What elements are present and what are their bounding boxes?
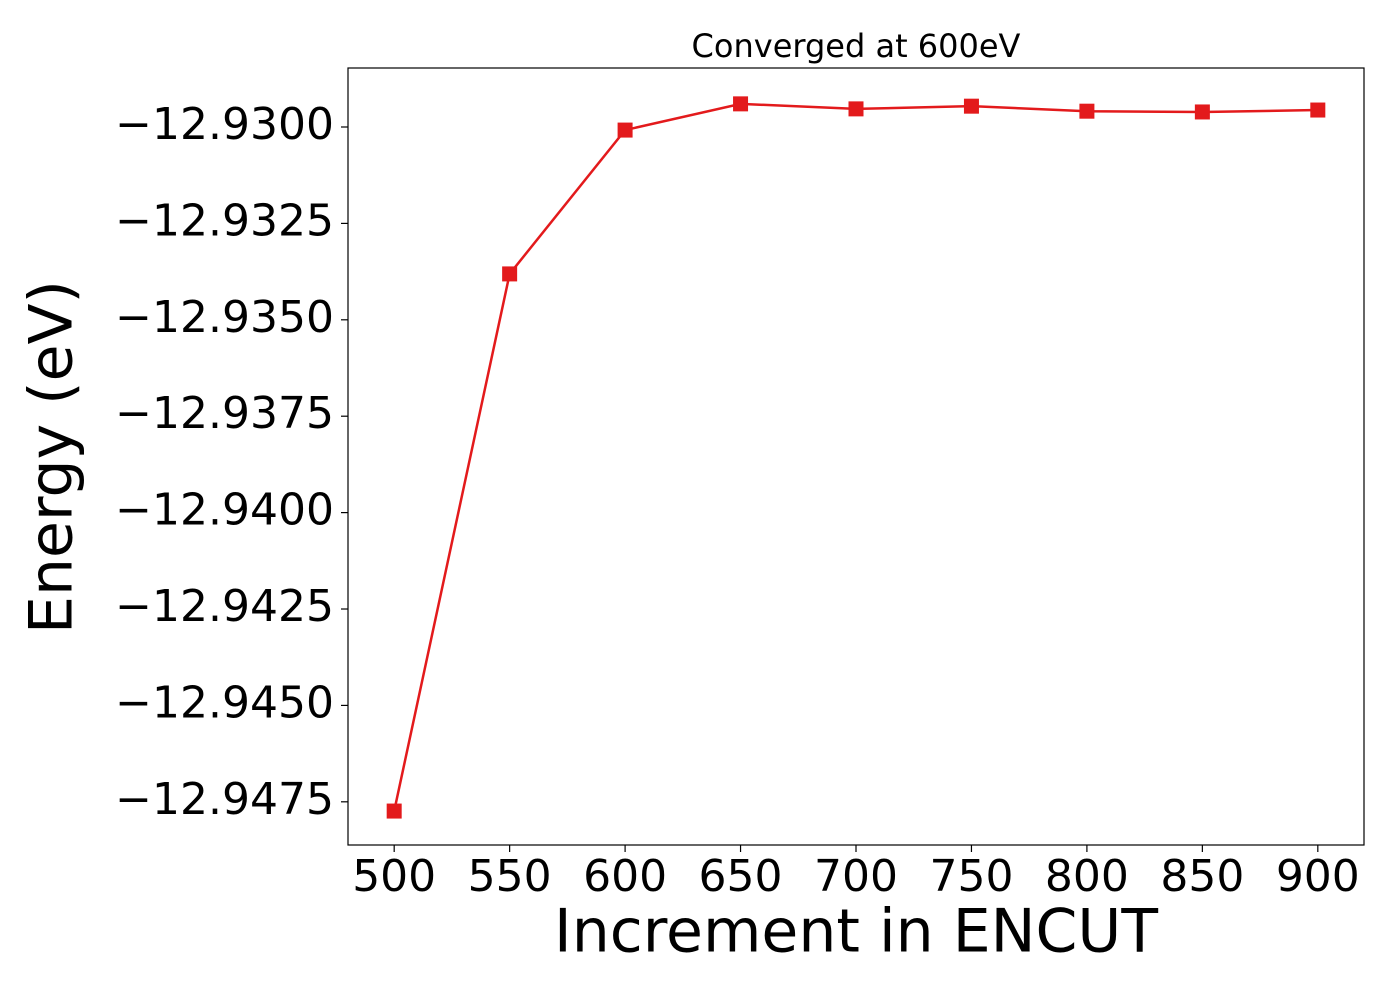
x-tick-label: 700 [814,851,898,902]
x-tick-label: 900 [1276,851,1360,902]
x-tick-label: 550 [468,851,552,902]
y-axis-label: Energy (eV) [17,280,87,634]
marker [848,101,864,117]
y-tick-label: −12.9400 [115,485,334,536]
x-tick-label: 600 [583,851,667,902]
x-axis-label: Increment in ENCUT [554,897,1158,967]
y-tick-label: −12.9325 [115,195,334,246]
marker [1194,104,1210,120]
marker [733,96,749,112]
marker [386,803,402,819]
marker [1079,103,1095,119]
y-tick-label: −12.9450 [115,677,334,728]
x-tick-label: 750 [929,851,1013,902]
line [392,102,1318,812]
marker [1310,102,1326,118]
y-tick-label: −12.9375 [115,388,334,439]
marker [963,98,979,114]
marker [502,266,518,282]
x-tick-label: 500 [352,851,436,902]
marker [617,122,633,138]
y-tick-label: −12.9425 [115,581,334,632]
x-tick-label: 850 [1160,851,1244,902]
chart-title: Converged at 600eV [692,27,1021,65]
x-tick-label: 650 [699,851,783,902]
plot-frame [347,67,1365,846]
y-tick-label: −12.9350 [115,292,334,343]
x-tick-label: 800 [1045,851,1129,902]
y-tick-label: −12.9300 [115,99,334,150]
y-tick-label: −12.9475 [115,774,334,825]
